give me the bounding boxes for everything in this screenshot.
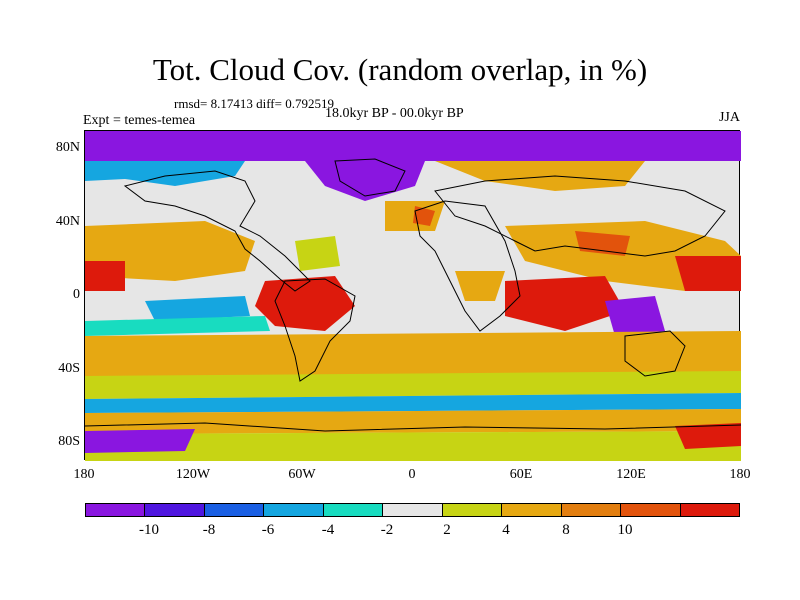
lon-label-60w: 60W xyxy=(288,467,316,482)
greenland-anomaly xyxy=(305,161,425,201)
cloud-cover-map xyxy=(85,131,741,461)
sa-red xyxy=(255,276,355,331)
antarctic-orange-belt xyxy=(85,409,741,434)
colorbar-segment xyxy=(621,504,681,516)
colorbar xyxy=(85,503,740,517)
lat-label-40s: 40S xyxy=(58,361,80,376)
plot-title: Tot. Cloud Cov. (random overlap, in %) xyxy=(152,52,648,87)
colorbar-segment xyxy=(264,504,324,516)
lon-label-0: 0 xyxy=(408,467,416,482)
na-yellow xyxy=(295,236,340,271)
southern-orange-belt xyxy=(85,331,741,381)
colorbar-segment xyxy=(442,504,503,516)
colorbar-segment xyxy=(383,504,443,516)
asia-red xyxy=(575,231,630,256)
lat-label-0: 0 xyxy=(73,287,80,302)
lon-label-120e: 120E xyxy=(616,467,646,482)
lon-label-120w: 120W xyxy=(175,467,211,482)
colorbar-segment xyxy=(323,504,384,516)
map-plot-area xyxy=(84,130,741,461)
colorbar-segment xyxy=(86,504,146,516)
colorbar-label: -2 xyxy=(380,522,394,538)
antarctic-red xyxy=(675,423,741,449)
arctic-band xyxy=(85,131,741,161)
coastlines xyxy=(85,158,741,432)
colorbar-segment xyxy=(680,504,739,516)
lat-label-80n: 80N xyxy=(55,140,80,155)
colorbar-label: -4 xyxy=(321,522,335,538)
stats-label: rmsd= 8.17413 diff= 0.792519 xyxy=(174,96,334,111)
southern-blue-belt xyxy=(85,393,741,413)
southern-yellow-belt xyxy=(85,371,741,399)
lon-label-180e: 180 xyxy=(729,467,751,482)
arctic-anomaly xyxy=(85,161,245,186)
lon-label-60e: 60E xyxy=(509,467,533,482)
colorbar-segment xyxy=(204,504,265,516)
colorbar-label: -6 xyxy=(261,522,275,538)
tropical-pacific-blue xyxy=(145,296,250,321)
colorbar-segment xyxy=(561,504,622,516)
npacific-orange xyxy=(85,221,255,281)
colorbar-label: 8 xyxy=(562,522,570,538)
eurasia-north-anomaly xyxy=(435,161,645,191)
colorbar-label: -8 xyxy=(202,522,216,538)
tropical-cyan xyxy=(85,316,270,336)
colorbar-label: 10 xyxy=(617,522,633,538)
colorbar-label: -10 xyxy=(139,522,159,538)
colorbar-segment xyxy=(502,504,562,516)
wpacific-red xyxy=(675,256,741,291)
africa-orange xyxy=(455,271,505,301)
antarctic-band xyxy=(85,431,741,461)
colorbar-segment xyxy=(145,504,205,516)
colorbar-label: 2 xyxy=(443,522,451,538)
indian-ocean-red xyxy=(505,276,625,331)
europe-red xyxy=(413,206,435,226)
epacific-red xyxy=(85,261,125,291)
period-label: 18.0kyr BP - 00.0kyr BP xyxy=(325,106,464,121)
antarctic-purple xyxy=(85,429,195,453)
lon-label-180w: 180 xyxy=(73,467,95,482)
lat-label-40n: 40N xyxy=(55,214,80,229)
maritime-purple xyxy=(605,296,665,336)
season-label: JJA xyxy=(718,110,740,125)
experiment-label: Expt = temes-temea xyxy=(83,113,196,128)
colorbar-label: 4 xyxy=(502,522,510,538)
lat-label-80s: 80S xyxy=(58,434,80,449)
